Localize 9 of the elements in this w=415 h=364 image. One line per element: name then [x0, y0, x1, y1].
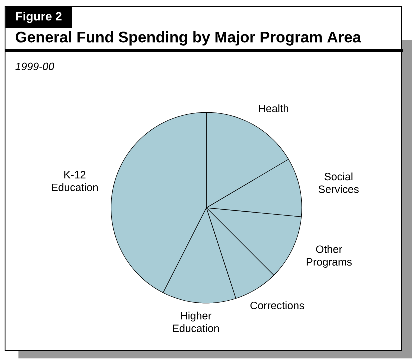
caption: Figure 2 [16, 12, 62, 24]
slice-label: Other Programs [306, 245, 352, 268]
chart-subtitle: 1999-00 [16, 62, 54, 70]
chart-title: General Fund Spending by Major Program Area [16, 31, 362, 46]
slice-label: Health [259, 104, 289, 112]
slice-label: Higher Education [173, 312, 220, 332]
slice-label: K-12 Education [52, 171, 98, 192]
slice-label: Corrections [250, 302, 304, 310]
slice-label: Social Services [318, 172, 359, 194]
